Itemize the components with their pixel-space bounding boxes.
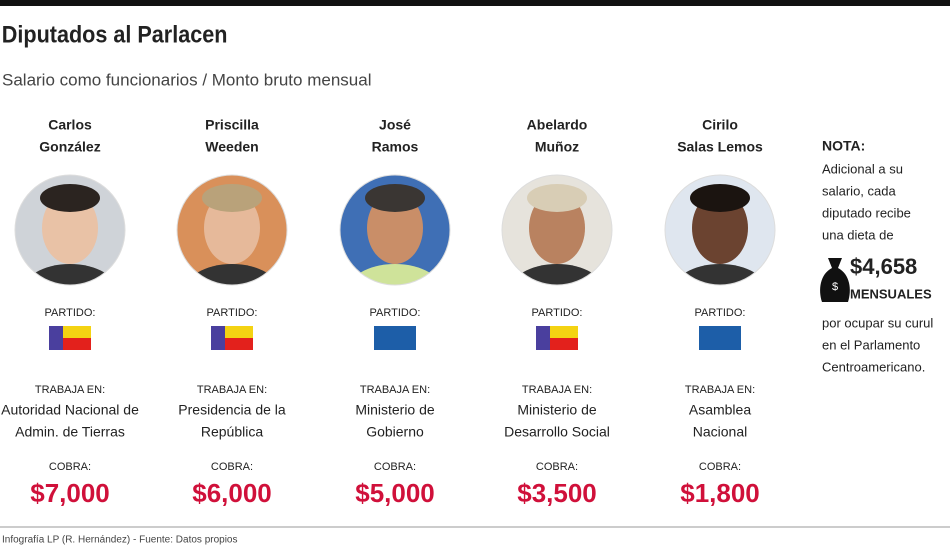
works-at: Asamblea (689, 402, 751, 418)
photo-ring (339, 174, 451, 286)
note-line: Adicional a su (822, 161, 903, 176)
earns-label: COBRA: (49, 461, 91, 473)
photo-ring (501, 174, 613, 286)
works-at: Desarrollo Social (504, 424, 610, 440)
hair (202, 184, 262, 212)
salary: $5,000 (355, 478, 435, 508)
note-amount: $4,658 (850, 254, 917, 279)
deputy-card: José Ramos PARTIDO: TRABAJA EN: Ministerio d… (339, 117, 451, 508)
photo (665, 175, 775, 285)
works-at: Nacional (693, 424, 747, 440)
note-line: diputado recibe (822, 205, 911, 220)
works-at: Gobierno (366, 424, 424, 440)
deputy-name: José (379, 117, 411, 133)
works-at: Autoridad Nacional de (1, 402, 139, 418)
deputy-name: Abelardo (527, 117, 588, 133)
hair (527, 184, 587, 212)
flag-bottom (713, 338, 741, 350)
works-label: TRABAJA EN: (360, 384, 430, 396)
earns-label: COBRA: (374, 461, 416, 473)
hair (40, 184, 100, 212)
salary: $1,800 (680, 478, 760, 508)
works-label: TRABAJA EN: (685, 384, 755, 396)
body (672, 264, 768, 285)
footer: Infografía LP (R. Hernández) - Fuente: D… (2, 535, 238, 546)
works-at: Admin. de Tierras (15, 424, 125, 440)
deputy-name: Cirilo (702, 117, 738, 133)
note-line: una dieta de (822, 227, 894, 242)
deputy-name: Weeden (205, 139, 258, 155)
works-at: Ministerio de (517, 402, 597, 418)
party-label: PARTIDO: (370, 307, 421, 319)
photo-ring (176, 174, 288, 286)
photo-ring (664, 174, 776, 286)
earns-label: COBRA: (536, 461, 578, 473)
body (509, 264, 605, 285)
works-at: Ministerio de (355, 402, 435, 418)
earns-label: COBRA: (699, 461, 741, 473)
deputy-name: Muñoz (535, 139, 579, 155)
flag-left (49, 326, 63, 350)
works-label: TRABAJA EN: (522, 384, 592, 396)
party-label: PARTIDO: (207, 307, 258, 319)
earns-label: COBRA: (211, 461, 253, 473)
deputy-name: González (39, 139, 100, 155)
note-line: por ocupar su curul (822, 315, 933, 330)
flag-bottom (550, 338, 578, 350)
money-bag: $ (820, 258, 850, 302)
note-line: Centroamericano. (822, 359, 925, 374)
flag-top (713, 326, 741, 338)
flag-bottom (63, 338, 91, 350)
salary: $3,500 (517, 478, 597, 508)
note-line: en el Parlamento (822, 337, 920, 352)
hair (690, 184, 750, 212)
flag-top (550, 326, 578, 338)
deputy-card: Abelardo Muñoz PARTIDO: TRABAJA EN: Minister… (501, 117, 613, 508)
body (347, 264, 443, 285)
deputy-name: Salas Lemos (677, 139, 763, 155)
top-bar (0, 0, 950, 6)
party-label: PARTIDO: (695, 307, 746, 319)
flag-left (699, 326, 713, 350)
photo (340, 175, 450, 285)
flag-bottom (225, 338, 253, 350)
salary: $7,000 (30, 478, 110, 508)
flag-left (211, 326, 225, 350)
works-at: República (201, 424, 263, 440)
note-line: salario, cada (822, 183, 896, 198)
body (22, 264, 118, 285)
flag-bottom (388, 338, 416, 350)
hair (365, 184, 425, 212)
photo-ring (14, 174, 126, 286)
svg-text:$: $ (832, 281, 838, 293)
photo (177, 175, 287, 285)
works-at: Presidencia de la (178, 402, 286, 418)
note-unit: MENSUALES (850, 286, 932, 301)
note-title: NOTA: (822, 138, 865, 154)
body (184, 264, 280, 285)
party-label: PARTIDO: (45, 307, 96, 319)
flag-left (536, 326, 550, 350)
subtitle: Salario como funcionarios / Monto bruto … (2, 70, 371, 89)
party-label: PARTIDO: (532, 307, 583, 319)
title: Diputados al Parlacen (2, 20, 228, 47)
flag-left (374, 326, 388, 350)
deputy-card: Priscilla Weeden PARTIDO: TRABAJA EN: Presid… (176, 117, 288, 508)
salary: $6,000 (192, 478, 272, 508)
photo (15, 175, 125, 285)
deputy-name: Priscilla (205, 117, 259, 133)
flag-top (63, 326, 91, 338)
works-label: TRABAJA EN: (35, 384, 105, 396)
deputy-card: Cirilo Salas Lemos PARTIDO: TRABAJA EN: Asam… (664, 117, 776, 508)
deputy-name: Ramos (372, 139, 419, 155)
works-label: TRABAJA EN: (197, 384, 267, 396)
flag-top (388, 326, 416, 338)
flag-top (225, 326, 253, 338)
deputy-name: Carlos (48, 117, 92, 133)
photo (502, 175, 612, 285)
deputy-card: Carlos González PARTIDO: TRABAJA EN: Autorid… (1, 117, 139, 508)
